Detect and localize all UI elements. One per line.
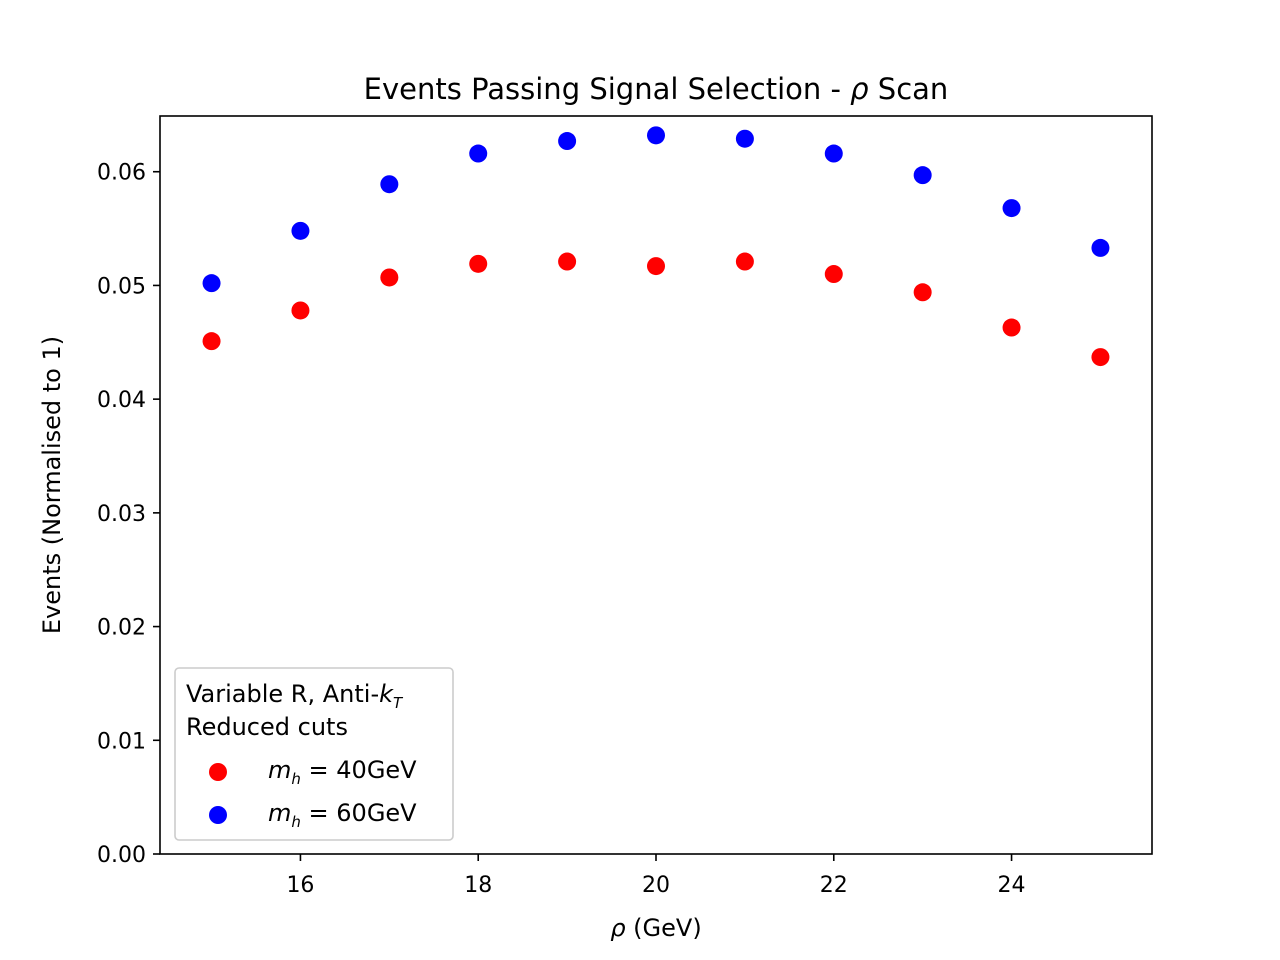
data-point-series-2 <box>1002 199 1021 218</box>
legend: Variable R, Anti-kT Reduced cuts mh = 40… <box>174 667 454 841</box>
data-point-series-1 <box>824 265 843 284</box>
legend-box <box>174 667 454 841</box>
plot-frame <box>159 115 1153 855</box>
y-tick-label: 0.01 <box>97 729 146 754</box>
data-point-series-1 <box>913 283 932 302</box>
x-tick-label: 18 <box>464 873 492 898</box>
legend-title-line1: Variable R, Anti-kT <box>186 680 404 712</box>
data-point-series-1 <box>647 257 665 276</box>
data-point-series-2 <box>202 274 221 293</box>
data-point-series-1 <box>380 268 399 287</box>
data-point-series-1 <box>558 252 577 271</box>
x-tick-label: 24 <box>998 873 1026 898</box>
data-point-series-1 <box>291 301 310 320</box>
legend-marker-60gev <box>209 806 227 824</box>
data-point-series-2 <box>380 175 399 194</box>
data-point-series-2 <box>1091 238 1110 257</box>
y-axis-ticks: 0.00 0.01 0.02 0.03 0.04 0.05 0.06 <box>97 161 160 868</box>
data-point-series-1 <box>469 254 488 273</box>
data-point-series-2 <box>469 144 488 163</box>
legend-title-line2: Reduced cuts <box>186 713 348 741</box>
y-axis-label: Events (Normalised to 1) <box>38 336 66 634</box>
y-tick-label: 0.03 <box>97 502 146 527</box>
data-point-series-2 <box>647 126 665 145</box>
data-point-series-2 <box>291 221 310 240</box>
data-points <box>202 126 1110 367</box>
y-tick-label: 0.04 <box>97 388 146 413</box>
data-point-series-1 <box>202 332 221 351</box>
y-tick-label: 0.00 <box>97 843 146 868</box>
data-point-series-2 <box>735 129 754 148</box>
data-point-series-2 <box>558 132 577 151</box>
x-tick-label: 22 <box>820 873 848 898</box>
x-tick-label: 20 <box>642 873 670 898</box>
x-tick-label: 16 <box>286 873 314 898</box>
x-axis-ticks: 16 18 20 22 24 <box>286 854 1026 898</box>
legend-label-60gev: mh = 60GeV <box>268 799 417 831</box>
data-point-series-1 <box>735 252 754 271</box>
x-axis-label: ρ (GeV) <box>610 914 701 942</box>
y-tick-label: 0.06 <box>97 161 146 186</box>
y-tick-label: 0.05 <box>97 274 146 299</box>
chart-title: Events Passing Signal Selection - ρ Scan <box>364 72 949 106</box>
legend-marker-40gev <box>209 763 227 781</box>
data-point-series-2 <box>824 144 843 163</box>
legend-label-40gev: mh = 40GeV <box>268 756 417 788</box>
y-tick-label: 0.02 <box>97 616 146 641</box>
data-point-series-1 <box>1002 318 1021 337</box>
data-point-series-1 <box>1091 348 1110 367</box>
data-point-series-2 <box>913 166 932 185</box>
